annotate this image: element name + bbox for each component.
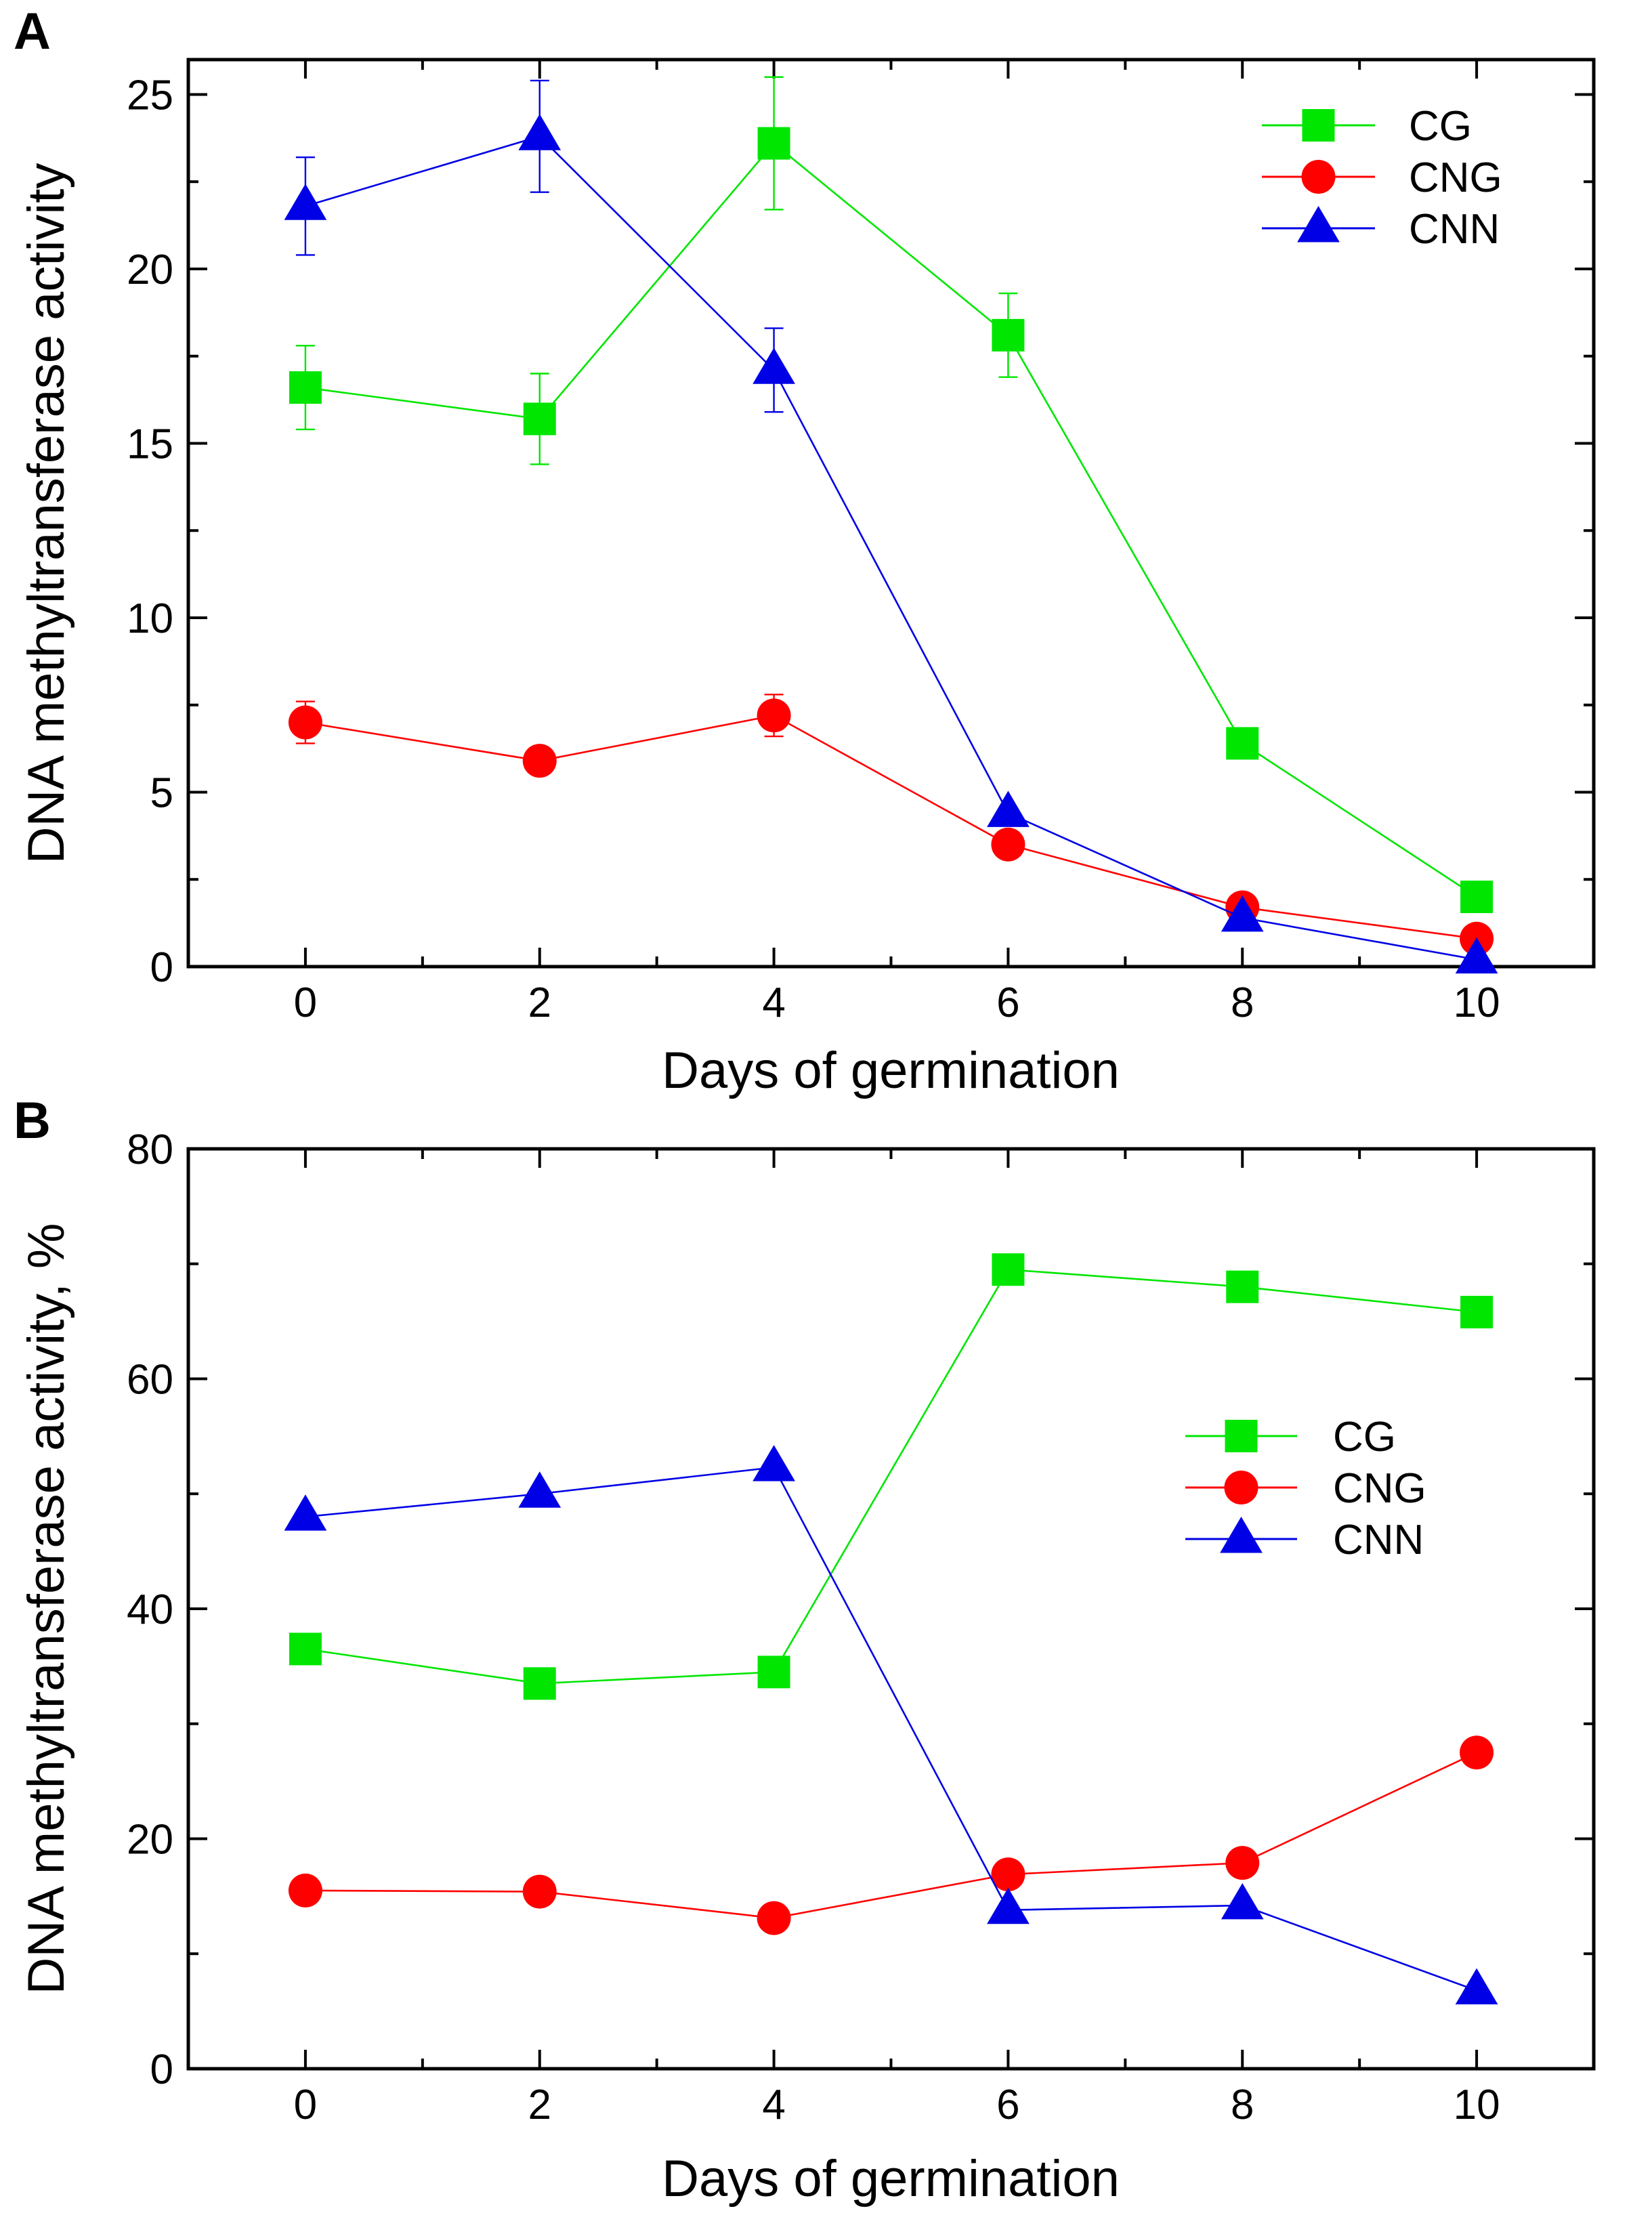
chart-panel-a: A 0 2 4 6 8 10 0 5 10 15 20 25 Days of germination DNA… [14, 3, 1596, 1099]
point-cng [991, 827, 1025, 862]
x-tick-label: 10 [1454, 979, 1500, 1026]
legend-marker-cnn [1297, 206, 1340, 243]
point-cng [522, 1874, 557, 1909]
point-cg [757, 127, 790, 160]
panel-label: A [14, 3, 51, 60]
point-cnn [753, 347, 795, 384]
point-cng [1225, 1846, 1260, 1880]
point-cg [289, 371, 322, 404]
y-tick-label: 10 [127, 595, 173, 642]
y-tick-label: 40 [127, 1586, 173, 1633]
x-tick-label: 4 [762, 979, 785, 1026]
point-cng [288, 705, 322, 740]
point-cg [1460, 881, 1494, 913]
y-tick-label: 20 [127, 247, 173, 293]
point-cnn [753, 1445, 795, 1481]
x-tick-label: 10 [1454, 2082, 1500, 2128]
point-cnn [1221, 1882, 1264, 1920]
point-cnn [1455, 937, 1498, 974]
x-tick-label: 2 [528, 979, 551, 1026]
legend-label-cng: CNG [1409, 154, 1502, 201]
y-tick-label: 80 [127, 1126, 173, 1173]
point-cg [1460, 1296, 1494, 1329]
point-cng [991, 1857, 1025, 1892]
y-axis-title: DNA methyltransferase activity [18, 163, 75, 864]
y-tick-label: 15 [127, 421, 173, 468]
x-axis-title: Days of germination [662, 1042, 1120, 1099]
y-tick-label: 5 [150, 770, 173, 817]
series-cg [289, 76, 1494, 913]
legend-label-cnn: CNN [1409, 206, 1500, 253]
legend-label-cg: CG [1409, 103, 1472, 150]
point-cg [1226, 1270, 1259, 1303]
legend-marker-cng [1224, 1471, 1258, 1504]
x-tick-label: 8 [1231, 2082, 1254, 2128]
x-tick-label: 0 [294, 979, 317, 1026]
y-axis-title: DNA methyltransferase activity, % [18, 1223, 75, 1995]
x-tick-label: 0 [294, 2082, 317, 2128]
series-line-cng [305, 714, 1477, 940]
point-cnn [284, 184, 327, 220]
legend-marker-cg [1225, 1420, 1258, 1452]
series-cnn [284, 79, 1498, 974]
y-tick-label: 0 [150, 2046, 173, 2093]
point-cg [992, 318, 1025, 352]
point-cg [523, 402, 556, 436]
point-cnn [987, 791, 1030, 827]
legend: CG CNG CNN [1185, 1414, 1426, 1563]
x-tick-label: 6 [996, 979, 1019, 1026]
series-line-cnn [305, 135, 1477, 961]
series-cng [288, 1735, 1494, 1935]
y-tick-label: 0 [150, 944, 173, 991]
point-cnn [1221, 895, 1264, 932]
plot-frame [186, 58, 1596, 969]
point-cg [289, 1632, 322, 1666]
legend-label-cng: CNG [1333, 1465, 1426, 1512]
y-tick-label: 25 [127, 72, 173, 119]
point-cg [523, 1667, 556, 1700]
series-line-cng [305, 1752, 1477, 1919]
legend-marker-cng [1301, 160, 1336, 194]
point-cng [1460, 1735, 1494, 1770]
x-tick-label: 4 [762, 2082, 785, 2128]
point-cnn [1455, 1968, 1498, 2005]
point-cng [757, 698, 791, 733]
x-tick-label: 8 [1231, 979, 1254, 1026]
legend-label-cnn: CNN [1333, 1517, 1424, 1563]
legend-marker-cg [1302, 109, 1335, 142]
panel-label: B [14, 1092, 51, 1150]
point-cg [992, 1253, 1025, 1286]
series-cng [288, 694, 1494, 956]
series-cg [289, 1253, 1494, 1700]
legend-marker-cnn [1220, 1517, 1263, 1553]
x-tick-label: 6 [996, 2082, 1019, 2128]
x-axis-title: Days of germination [662, 2150, 1120, 2208]
series-line-cg [305, 1268, 1477, 1685]
y-tick-label: 20 [127, 1817, 173, 1863]
chart-panel-b: B 0 2 4 6 8 10 0 20 40 60 80 Days of germination DNA … [14, 1092, 1596, 2208]
point-cnn [284, 1494, 327, 1531]
point-cng [522, 744, 557, 778]
legend-label-cg: CG [1333, 1414, 1396, 1460]
point-cnn [987, 1887, 1030, 1924]
point-cnn [518, 1471, 562, 1508]
point-cg [757, 1656, 790, 1689]
plot-frame [186, 1147, 1596, 2071]
series-line-cnn [305, 1466, 1477, 1991]
x-tick-label: 2 [528, 2082, 551, 2128]
series-cnn [284, 1445, 1498, 2005]
point-cg [1226, 727, 1259, 760]
point-cng [757, 1901, 791, 1935]
series-line-cg [305, 142, 1477, 898]
point-cng [288, 1873, 322, 1908]
point-cnn [518, 114, 562, 150]
y-tick-label: 60 [127, 1357, 173, 1404]
